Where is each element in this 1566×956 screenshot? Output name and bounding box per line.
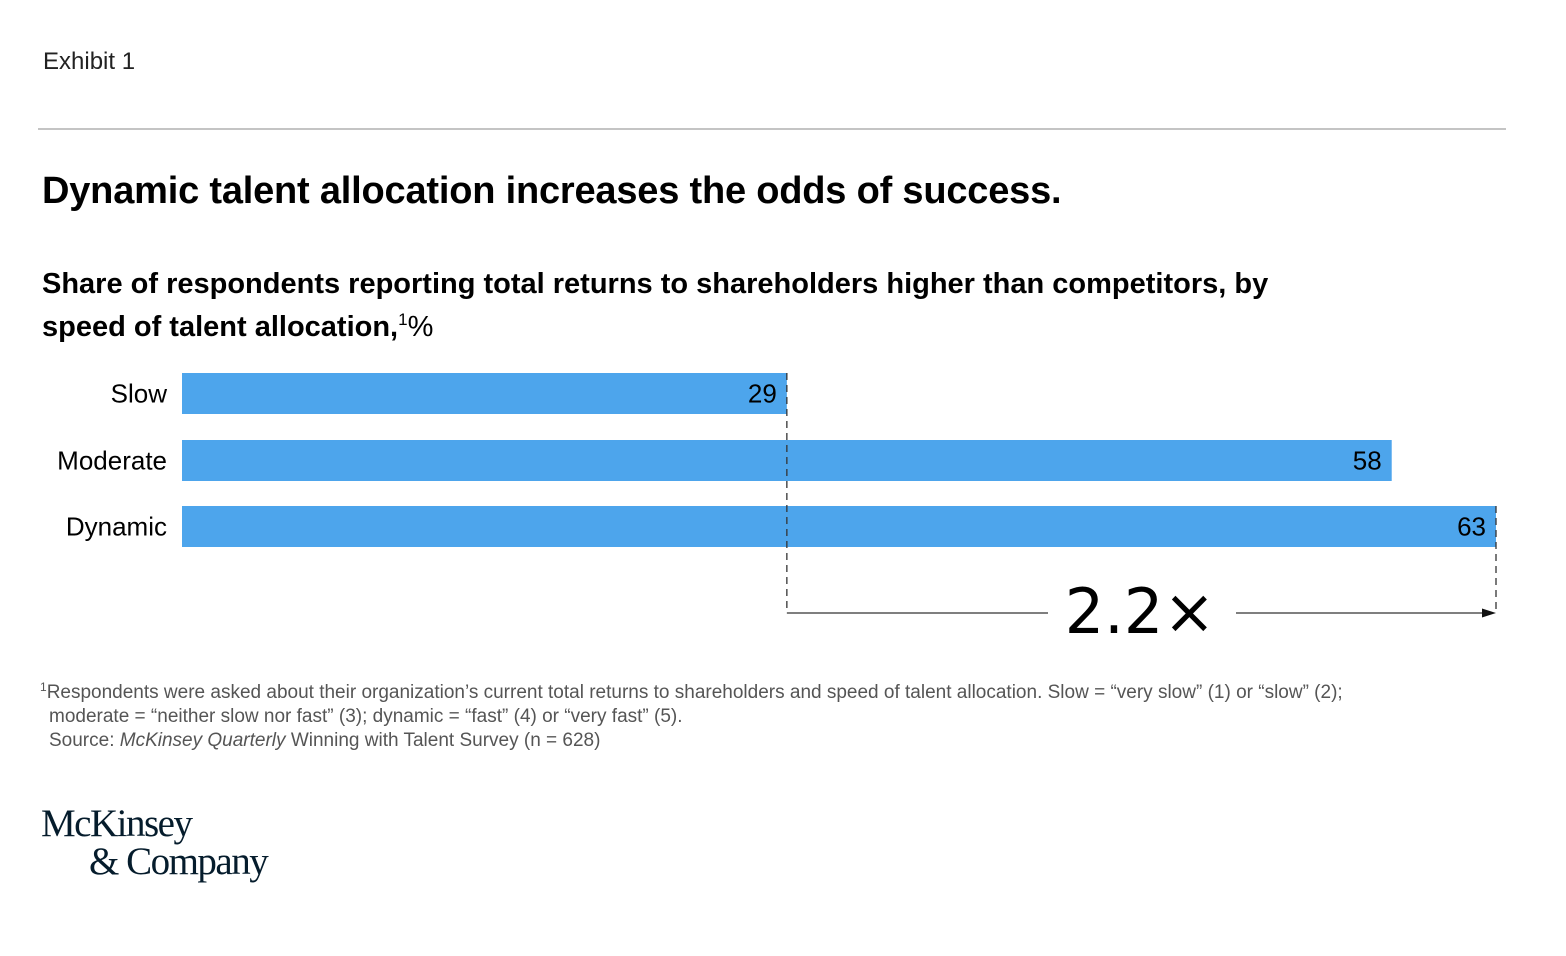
value-label-dynamic: 63 (1457, 512, 1486, 542)
footnote-text-1: Respondents were asked about their organ… (46, 682, 1343, 703)
category-label-slow: Slow (111, 379, 168, 409)
header-divider (38, 128, 1506, 130)
subtitle-text: Share of respondents reporting total ret… (42, 268, 1269, 343)
source-prefix: Source: (49, 730, 120, 751)
source-line: Source: McKinsey Quarterly Winning with … (40, 729, 1480, 753)
bar-dynamic (182, 506, 1496, 547)
exhibit-label: Exhibit 1 (43, 48, 136, 75)
annotation-arrowhead (1482, 608, 1496, 618)
source-rest: Winning with Talent Survey (n = 628) (285, 730, 601, 751)
logo-line-2: & Company (89, 840, 269, 883)
mckinsey-logo: McKinsey & Company (41, 802, 269, 883)
source-publication: McKinsey Quarterly (119, 730, 286, 751)
chart-title: Dynamic talent allocation increases the … (42, 170, 1062, 212)
category-label-moderate: Moderate (57, 446, 167, 476)
value-label-moderate: 58 (1353, 446, 1382, 476)
logo-line-1: McKinsey (41, 802, 193, 845)
footnotes: 1Respondents were asked about their orga… (40, 675, 1480, 753)
footnote-line-2: moderate = “neither slow nor fast” (3); … (49, 706, 683, 727)
chart-subtitle: Share of respondents reporting total ret… (42, 266, 1342, 345)
footnote-line-1: 1Respondents were asked about their orga… (40, 675, 1480, 705)
footnote-marker: 1 (40, 680, 47, 694)
value-label-slow: 29 (748, 379, 777, 409)
subtitle-unit: % (407, 311, 434, 343)
bar-slow (182, 373, 787, 414)
bar-chart: Slow 29 Moderate 58 Dynamic 63 2.2× (57, 373, 1497, 648)
subtitle-footnote-marker: 1 (398, 310, 408, 329)
category-label-dynamic: Dynamic (66, 512, 167, 542)
annotation-label: 2.2× (1065, 575, 1216, 648)
